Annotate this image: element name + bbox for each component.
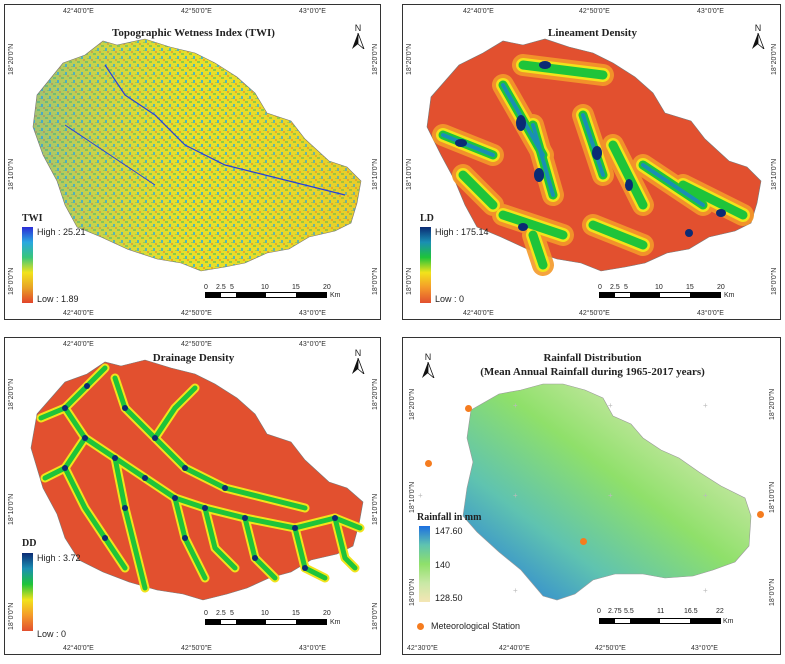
map-title: Lineament Density bbox=[548, 27, 637, 39]
legend-color-ramp bbox=[420, 227, 431, 303]
lon-label-42-50: 42°50'0"E bbox=[595, 645, 626, 652]
lon-label-42-50-bottom: 42°50'0"E bbox=[579, 310, 610, 317]
lon-label-43-00-bottom: 43°0'0"E bbox=[697, 310, 724, 317]
legend-low: Low : 0 bbox=[435, 294, 465, 304]
legend-title: TWI bbox=[22, 213, 43, 224]
north-arrow-icon bbox=[422, 361, 435, 380]
north-arrow-icon bbox=[352, 357, 365, 376]
meteorological-station-marker bbox=[425, 460, 432, 467]
station-legend-marker bbox=[417, 623, 424, 630]
dd-map-panel: 42°40'0"E 42°50'0"E 43°0'0"E 42°40'0"E 4… bbox=[4, 337, 381, 655]
twi-map-panel: 42°40'0"E 42°50'0"E 43°0'0"E 42°40'0"E 4… bbox=[4, 4, 381, 320]
lon-label-42-40-bottom: 42°40'0"E bbox=[63, 310, 94, 317]
ld-map-panel: 42°40'0"E 42°50'0"E 43°0'0"E 42°40'0"E 4… bbox=[402, 4, 781, 320]
north-arrow-icon bbox=[352, 32, 365, 51]
lon-label-42-50-bottom: 42°50'0"E bbox=[181, 645, 212, 652]
legend-high: High : 175.14 bbox=[435, 227, 489, 237]
legend-color-ramp bbox=[419, 526, 430, 602]
legend-color-ramp bbox=[22, 227, 33, 303]
north-arrow: N bbox=[349, 23, 367, 51]
legend-title: Rainfall in mm bbox=[417, 512, 482, 523]
lon-label-42-50-bottom: 42°50'0"E bbox=[181, 310, 212, 317]
lon-label-43-00-bottom: 43°0'0"E bbox=[299, 310, 326, 317]
map-title: Rainfall Distribution bbox=[543, 352, 642, 364]
lon-label-42-30: 42°30'0"E bbox=[407, 645, 438, 652]
lon-label-42-40-bottom: 42°40'0"E bbox=[463, 310, 494, 317]
svg-text:+: + bbox=[703, 586, 708, 595]
svg-text:+: + bbox=[608, 491, 613, 500]
lon-label-43-00-bottom: 43°0'0"E bbox=[299, 645, 326, 652]
lon-label-42-40: 42°40'0"E bbox=[63, 8, 94, 15]
twi-raster bbox=[32, 38, 362, 272]
legend-high: 147.60 bbox=[435, 526, 463, 536]
svg-text:+: + bbox=[703, 491, 708, 500]
north-arrow-icon bbox=[752, 32, 765, 51]
lon-label-43-00: 43°0'0"E bbox=[299, 8, 326, 15]
legend-mid: 140 bbox=[435, 560, 451, 570]
legend-title: LD bbox=[420, 213, 434, 224]
legend-high: High : 25.21 bbox=[37, 227, 86, 237]
legend-high: High : 3.72 bbox=[37, 553, 81, 563]
legend-low: 128.50 bbox=[435, 593, 463, 603]
dd-raster bbox=[30, 359, 365, 601]
svg-text:+: + bbox=[608, 401, 613, 410]
lon-label-43-00: 43°0'0"E bbox=[697, 8, 724, 15]
lon-label-42-40-bottom: 42°40'0"E bbox=[63, 645, 94, 652]
svg-text:+: + bbox=[513, 491, 518, 500]
legend-low: Low : 0 bbox=[37, 629, 67, 639]
map-title: Topographic Wetness Index (TWI) bbox=[112, 27, 275, 39]
svg-text:+: + bbox=[703, 401, 708, 410]
meteorological-station-marker bbox=[580, 538, 587, 545]
legend-low: Low : 1.89 bbox=[37, 294, 79, 304]
meteorological-station-marker bbox=[465, 405, 472, 412]
lon-label-42-50: 42°50'0"E bbox=[181, 341, 212, 348]
map-title: Drainage Density bbox=[152, 352, 235, 364]
lon-label-42-50: 42°50'0"E bbox=[181, 8, 212, 15]
lon-label-43-00: 43°0'0"E bbox=[691, 645, 718, 652]
lon-label-43-00: 43°0'0"E bbox=[299, 341, 326, 348]
svg-text:+: + bbox=[418, 491, 423, 500]
lon-label-42-40: 42°40'0"E bbox=[63, 341, 94, 348]
lon-label-42-50: 42°50'0"E bbox=[579, 8, 610, 15]
legend-title: DD bbox=[22, 538, 37, 549]
map-subtitle: (Mean Annual Rainfall during 1965-2017 y… bbox=[480, 366, 705, 378]
north-arrow: N bbox=[349, 348, 367, 376]
svg-text:+: + bbox=[513, 586, 518, 595]
svg-text:+: + bbox=[513, 401, 518, 410]
station-legend-label: Meteorological Station bbox=[431, 621, 521, 631]
ld-raster bbox=[426, 38, 762, 276]
north-arrow: N bbox=[749, 23, 767, 51]
lon-label-42-40: 42°40'0"E bbox=[463, 8, 494, 15]
lon-label-42-40: 42°40'0"E bbox=[499, 645, 530, 652]
meteorological-station-marker bbox=[757, 511, 764, 518]
north-arrow: N bbox=[419, 352, 437, 380]
legend-color-ramp bbox=[22, 553, 33, 631]
rainfall-raster: + + + + + + + + + bbox=[418, 383, 752, 601]
rainfall-map-panel: 42°30'0"E 42°40'0"E 42°50'0"E 43°0'0"E 1… bbox=[402, 337, 781, 655]
